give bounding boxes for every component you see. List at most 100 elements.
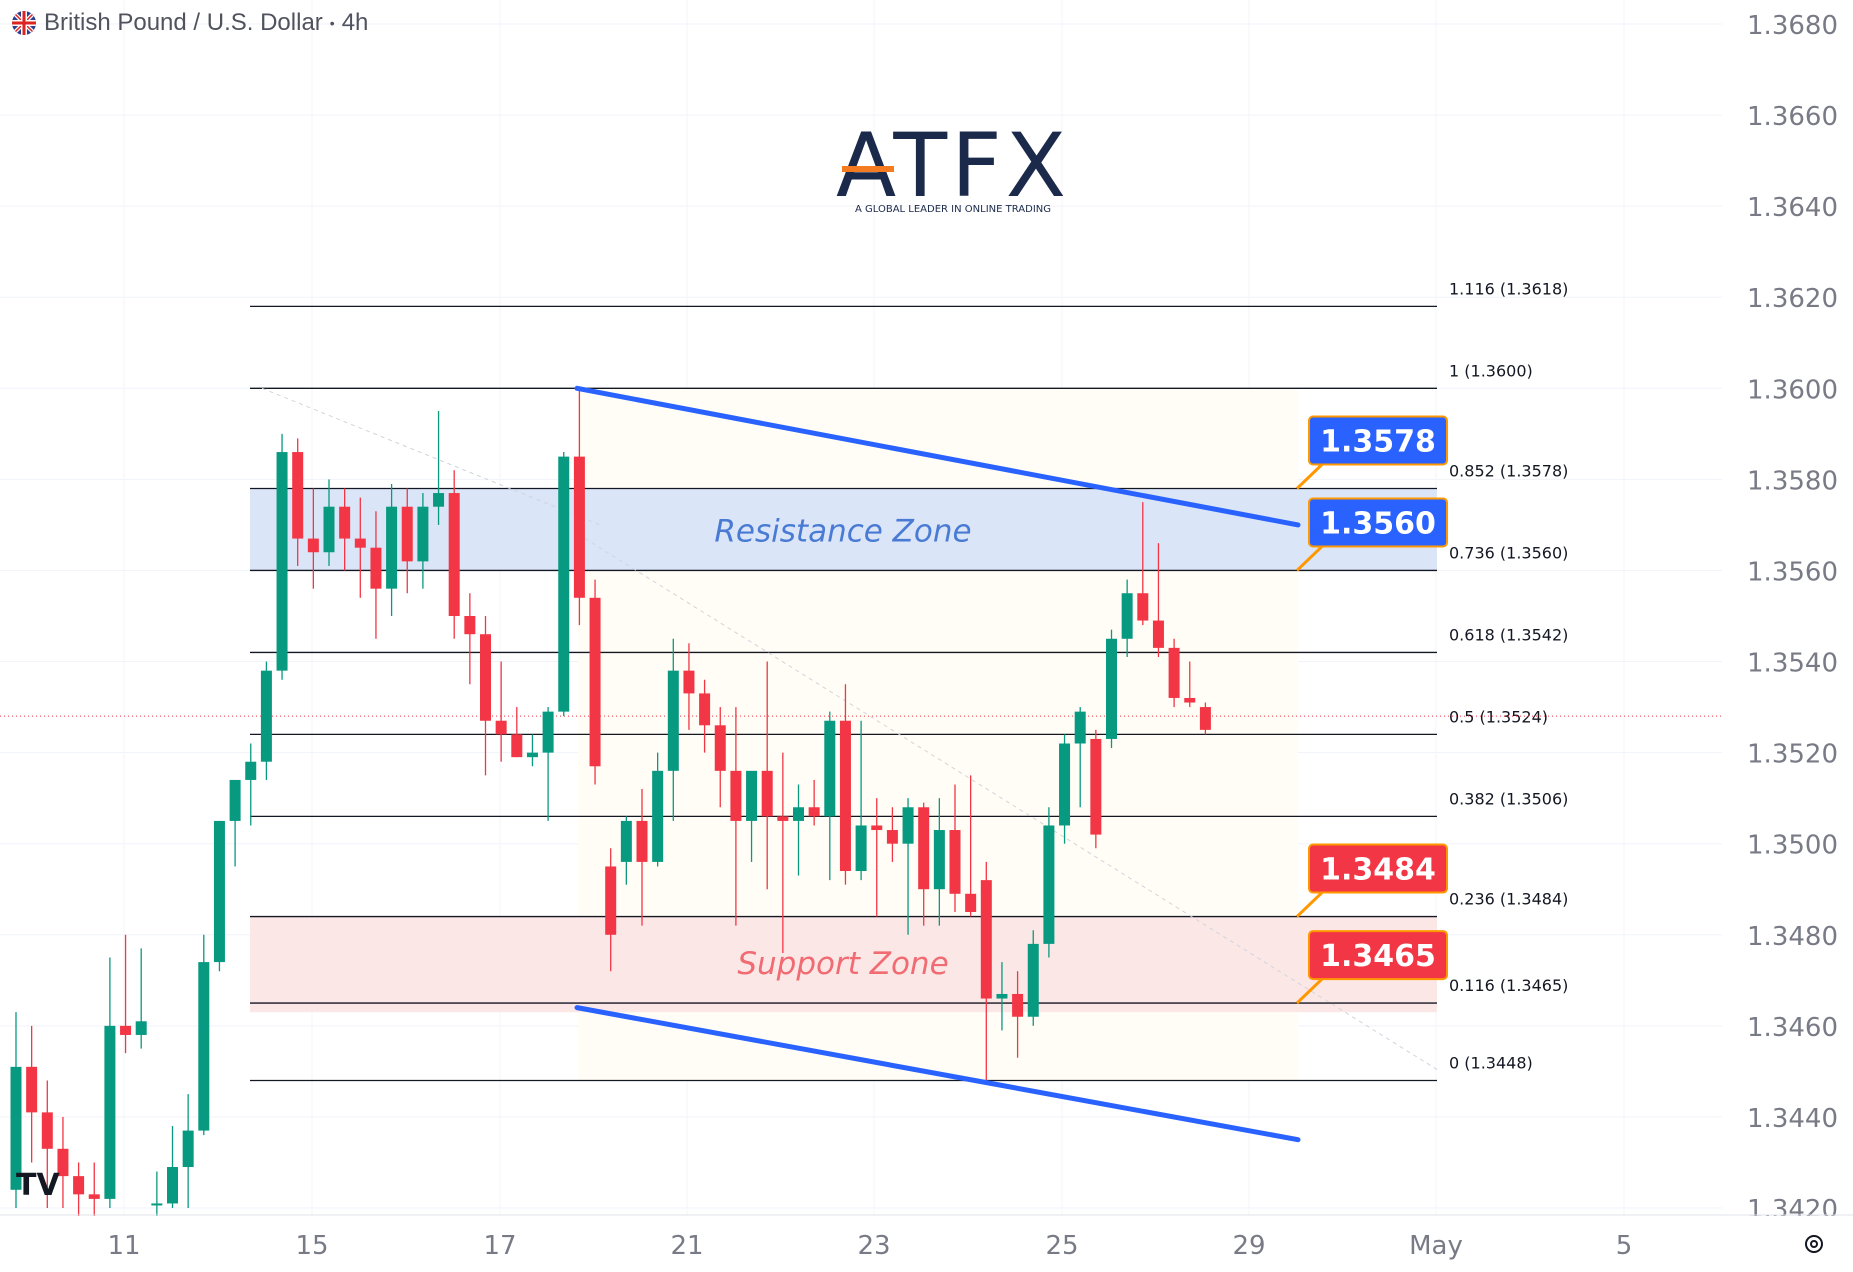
time-axis[interactable] [0, 1216, 1853, 1272]
fib-level-label: 0.382 (1.3506) [1449, 789, 1568, 808]
candle [1012, 993, 1024, 1017]
candle [339, 506, 351, 539]
candle [292, 452, 304, 539]
candle [746, 770, 758, 821]
price-callout[interactable] [1308, 930, 1448, 981]
fib-level-label: 0.5 (1.3524) [1449, 707, 1548, 726]
candle [88, 1194, 100, 1199]
price-callout-text: 1.3465 [1320, 939, 1436, 974]
candle [198, 962, 210, 1131]
candle [1043, 825, 1055, 944]
candle [1199, 707, 1211, 730]
candle [151, 1203, 163, 1206]
candle [57, 1148, 69, 1177]
price-callout-text: 1.3560 [1320, 506, 1436, 541]
candle [589, 597, 601, 767]
price-axis-label: 1.3520 [1747, 740, 1838, 770]
fib-level-label: 1.116 (1.3618) [1449, 279, 1568, 298]
candle [511, 734, 523, 758]
fib-level-label: 0.116 (1.3465) [1449, 976, 1568, 995]
candle [323, 506, 335, 553]
candle [620, 820, 632, 862]
candle [213, 820, 225, 963]
candle [10, 1066, 22, 1190]
time-axis-label: 15 [295, 1231, 328, 1261]
price-axis-label: 1.3560 [1747, 557, 1838, 587]
candle [182, 1130, 194, 1168]
price-axis-label: 1.3580 [1747, 466, 1838, 496]
candle [933, 830, 945, 890]
callout-pointer [1295, 545, 1324, 572]
channel-upper-line[interactable] [574, 385, 1301, 528]
price-axis-label: 1.3660 [1747, 102, 1838, 132]
fib-level-label: 0 (1.3448) [1449, 1053, 1533, 1072]
chart-header[interactable]: British Pound / U.S. Dollar • 4h [12, 9, 368, 37]
candle [1059, 743, 1071, 826]
candle [652, 770, 664, 862]
candle [918, 807, 930, 890]
candle [41, 1112, 53, 1149]
candle [965, 893, 977, 912]
time-axis-label: 29 [1232, 1231, 1265, 1261]
candle [573, 456, 585, 598]
support-zone [250, 916, 1437, 1013]
candle [1184, 697, 1196, 703]
fib-level-label: 1 (1.3600) [1449, 361, 1533, 380]
callout-pointer [1295, 977, 1324, 1005]
candle [996, 993, 1008, 999]
symbol-name: British Pound / U.S. Dollar [44, 9, 323, 36]
candle [714, 725, 726, 771]
atfx-logo-tagline: A GLOBAL LEADER IN ONLINE TRADING [855, 204, 1051, 215]
candle [104, 1025, 116, 1199]
candle [1121, 593, 1133, 639]
candle [605, 866, 617, 935]
candle [886, 830, 898, 844]
price-axis-label: 1.3500 [1747, 831, 1838, 861]
settings-icon[interactable] [1803, 1233, 1825, 1255]
candle [1027, 943, 1039, 1017]
candle [761, 770, 773, 817]
resistance-zone-label: Resistance Zone [714, 513, 971, 549]
time-axis-label: 5 [1616, 1231, 1633, 1261]
candle [73, 1176, 85, 1195]
candle [245, 761, 257, 780]
candle [980, 880, 992, 999]
candle [433, 493, 445, 507]
gbp-usd-flag-icon [12, 11, 36, 35]
candle [1168, 647, 1180, 698]
candle [871, 825, 883, 831]
candle [370, 547, 382, 589]
candle [354, 538, 366, 548]
candle [683, 670, 695, 694]
tradingview-logo-icon[interactable]: TV [16, 1168, 60, 1203]
atfx-logo-accent [842, 166, 894, 172]
time-axis-label: 21 [670, 1231, 703, 1261]
time-axis-label: 17 [483, 1231, 516, 1261]
candle [949, 830, 961, 894]
candle [839, 720, 851, 872]
price-callout[interactable] [1308, 497, 1448, 548]
channel-lower-line[interactable] [574, 1005, 1301, 1143]
time-axis-label: 23 [857, 1231, 890, 1261]
price-axis[interactable] [1722, 0, 1853, 1272]
time-axis-label: 11 [107, 1231, 140, 1261]
candle [699, 693, 711, 726]
price-callout[interactable] [1308, 843, 1448, 894]
fib-level-label: 0.852 (1.3578) [1449, 461, 1568, 480]
candle [730, 770, 742, 821]
candle [855, 825, 867, 872]
candle [120, 1025, 132, 1035]
support-zone-label: Support Zone [737, 946, 948, 982]
price-callout[interactable] [1308, 415, 1448, 466]
candle [386, 506, 398, 589]
candle [401, 506, 413, 562]
candle [667, 670, 679, 771]
atfx-logo-text: ATFX [836, 114, 1070, 217]
candle [1137, 593, 1149, 621]
candle [636, 820, 648, 862]
time-axis-label: 25 [1045, 1231, 1078, 1261]
candle [135, 1021, 147, 1035]
fib-level-label: 0.736 (1.3560) [1449, 543, 1568, 562]
price-callout-text: 1.3578 [1320, 424, 1436, 459]
